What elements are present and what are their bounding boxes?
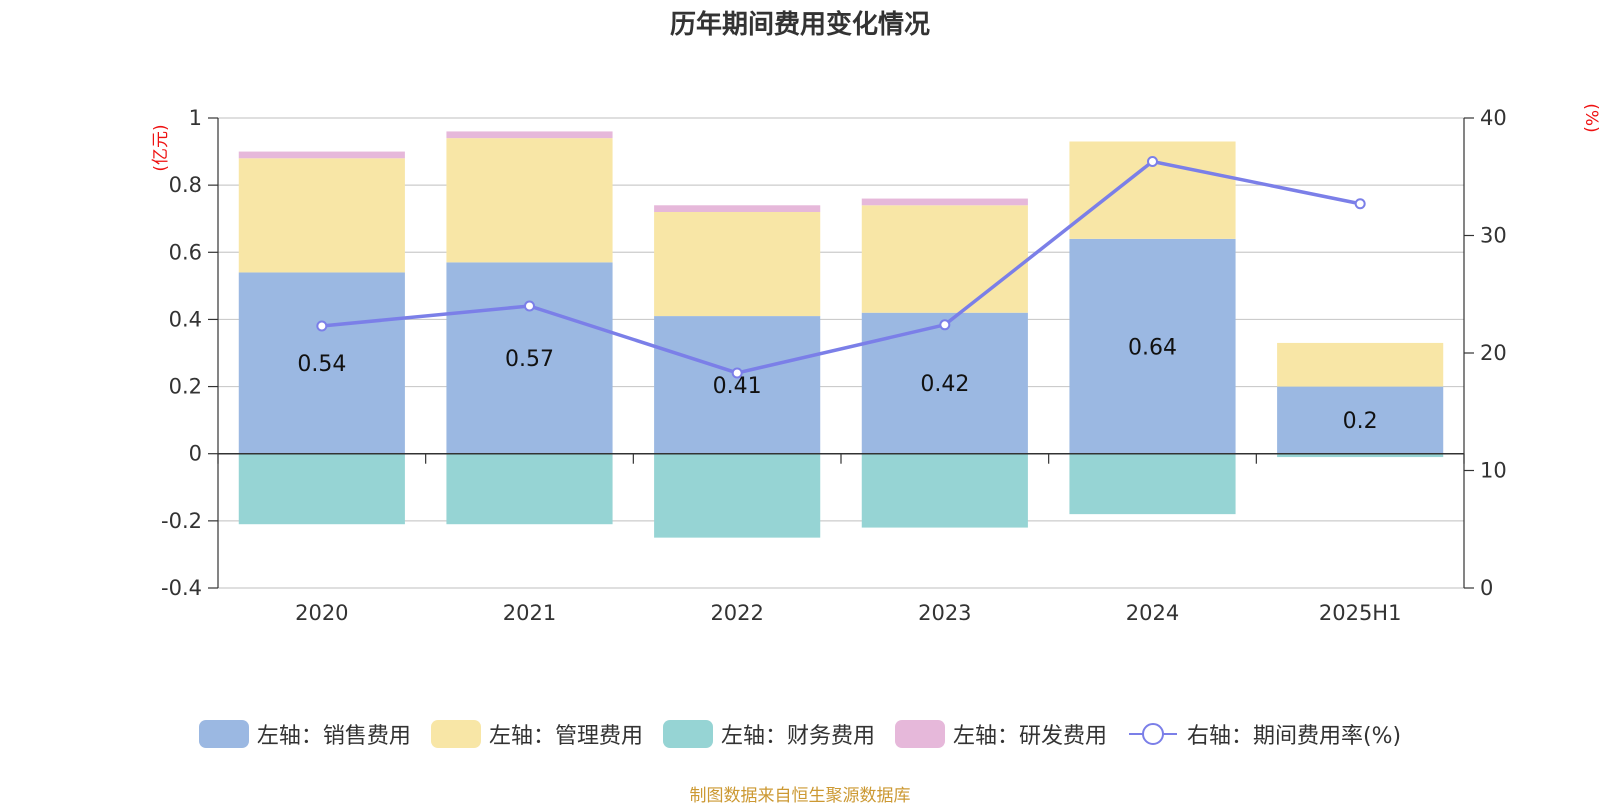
- legend: 左轴：销售费用 左轴：管理费用 左轴：财务费用 左轴：研发费用 右轴：期间费用率(%): [0, 718, 1600, 750]
- bars: [238, 131, 1444, 538]
- rate-line-point: [731, 367, 743, 379]
- x-axis-tick-label: 2023: [918, 601, 971, 625]
- legend-swatch: [198, 720, 249, 748]
- data-label: 0.42: [920, 372, 969, 397]
- legend-item[interactable]: 左轴：销售费用: [198, 718, 411, 750]
- left-axis-tick-label: 1: [189, 106, 202, 130]
- right-axis-tick-label: 30: [1480, 224, 1507, 248]
- bar-finance: [446, 453, 613, 525]
- x-axis-tick-label: 2020: [295, 601, 348, 625]
- legend-label: 左轴：销售费用: [256, 724, 411, 749]
- rate-line: [316, 155, 1366, 379]
- left-axis-tick-label: 0.8: [169, 173, 202, 197]
- rate-line-point: [524, 300, 535, 312]
- legend-swatch: [430, 720, 481, 748]
- chart-plot: 1 0.8 0.6 0.4 0.2 0 -0.2 -0.4 40 30 20 10 0 2020 2021 2…: [151, 103, 1600, 625]
- legend-label: 右轴：期间费用率(%): [1186, 724, 1402, 749]
- legend-item[interactable]: 右轴：期间费用率(%): [1127, 718, 1401, 750]
- x-axis-tick-label: 2025H1: [1319, 601, 1402, 625]
- bar-labels: 0.54 0.57 0.41 0.42 0.64 0.2: [297, 335, 1377, 434]
- x-axis-tick-label: 2024: [1126, 601, 1179, 625]
- rate-line-point: [1354, 198, 1366, 210]
- bar-admin: [1277, 342, 1444, 387]
- left-axis-tick-label: 0.2: [169, 375, 202, 399]
- legend-item[interactable]: 左轴：财务费用: [662, 718, 875, 750]
- left-axis-tick-label: 0.6: [169, 240, 202, 264]
- data-label: 0.2: [1343, 409, 1378, 434]
- chart-title: 历年期间费用变化情况: [669, 10, 930, 40]
- rate-line-point: [316, 320, 328, 332]
- bar-admin: [654, 212, 821, 317]
- bar-finance: [654, 453, 821, 538]
- bar-sales: [238, 272, 405, 454]
- left-axis-unit: (亿元): [151, 124, 171, 171]
- rate-line-path: [321, 159, 1361, 375]
- legend-label: 左轴：财务费用: [720, 724, 875, 749]
- data-label: 0.64: [1128, 335, 1177, 360]
- bar-sales: [446, 262, 613, 454]
- source-note: 制图数据来自恒生聚源数据库: [689, 786, 911, 806]
- bar-finance: [1277, 453, 1444, 458]
- bar-finance: [861, 453, 1028, 528]
- left-axis-tick-label: -0.2: [161, 509, 202, 533]
- gridlines: [218, 117, 1464, 589]
- legend-label: 左轴：研发费用: [952, 724, 1107, 749]
- bar-rnd: [861, 198, 1028, 206]
- right-axis-tick-label: 40: [1480, 106, 1507, 130]
- bar-sales: [1277, 386, 1444, 454]
- left-axis-tick-label: -0.4: [161, 576, 202, 600]
- x-axis-tick-label: 2022: [710, 601, 763, 625]
- bar-admin: [238, 158, 405, 273]
- left-axis-tick-label: 0: [189, 442, 202, 466]
- bar-sales: [1069, 238, 1236, 454]
- legend-swatch: [894, 720, 945, 748]
- bar-sales: [654, 316, 821, 454]
- data-label: 0.54: [297, 352, 346, 377]
- bar-admin: [861, 205, 1028, 313]
- bar-finance: [1069, 453, 1236, 515]
- right-axis-unit: (%): [1581, 103, 1600, 132]
- bar-finance: [238, 453, 405, 525]
- x-axis-tick-label: 2021: [503, 601, 556, 625]
- legend-swatch: [662, 720, 713, 748]
- axes: 1 0.8 0.6 0.4 0.2 0 -0.2 -0.4 40 30 20 10 0 2020 2021 2…: [161, 106, 1507, 625]
- bar-rnd: [654, 205, 821, 212]
- right-axis-tick-label: 0: [1480, 576, 1493, 600]
- data-label: 0.41: [713, 374, 762, 399]
- legend-label: 左轴：管理费用: [488, 724, 643, 749]
- rate-line-point: [1147, 155, 1158, 167]
- right-axis-tick-label: 10: [1480, 459, 1507, 483]
- bar-admin: [446, 138, 613, 263]
- left-axis-tick-label: 0.4: [169, 307, 202, 331]
- rate-line-point: [939, 319, 951, 331]
- legend-line-marker-icon: [1128, 723, 1177, 745]
- legend-item[interactable]: 左轴：管理费用: [430, 718, 643, 750]
- right-axis-tick-label: 20: [1480, 341, 1507, 365]
- bar-rnd: [446, 131, 613, 139]
- data-label: 0.57: [505, 347, 554, 372]
- legend-item[interactable]: 左轴：研发费用: [894, 718, 1107, 750]
- bar-rnd: [238, 151, 405, 159]
